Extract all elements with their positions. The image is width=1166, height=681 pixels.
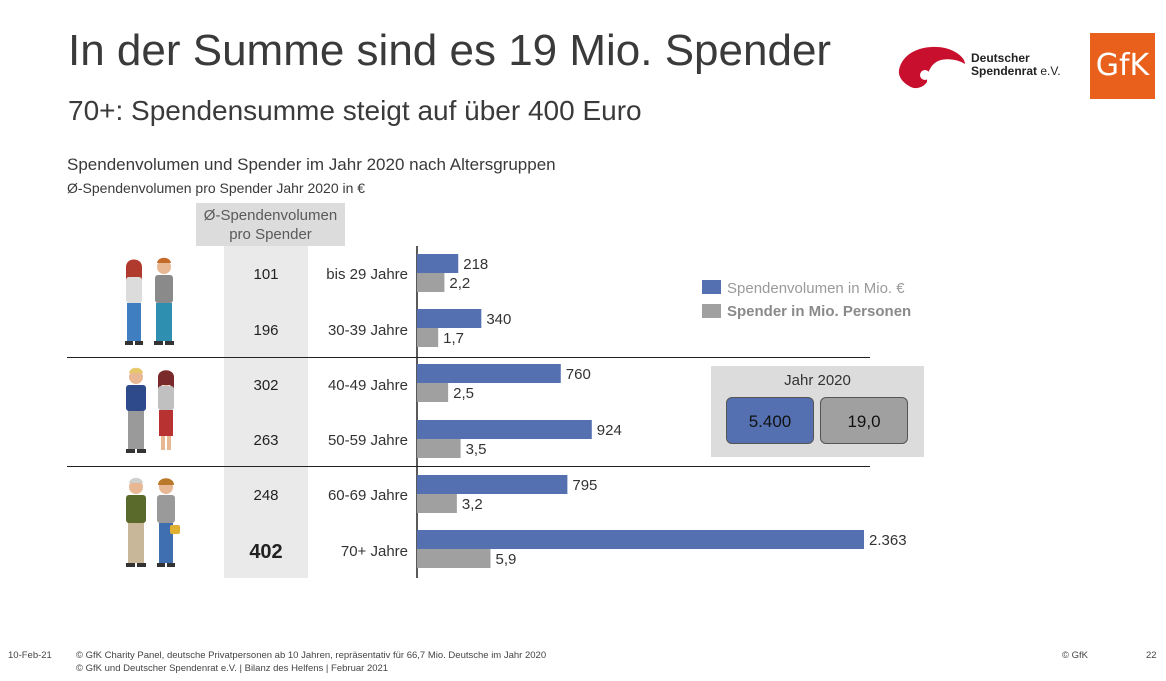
- spendenrat-line2: Spendenrat: [971, 64, 1038, 78]
- bar-label-donors: 3,5: [466, 441, 487, 458]
- bar-donors: [417, 383, 449, 402]
- bar-volume: [417, 420, 592, 439]
- bar-donors: [417, 273, 445, 292]
- footer-page-number: 22: [1146, 650, 1157, 661]
- bar-volume: [417, 309, 482, 328]
- legend-swatch-donors: [702, 304, 721, 318]
- footer-source-line1: © GfK Charity Panel, deutsche Privatpers…: [76, 650, 547, 661]
- legend-label-donors: Spender in Mio. Personen: [727, 303, 912, 320]
- bar-volume: [417, 364, 561, 383]
- bar-label-volume: 924: [597, 422, 622, 439]
- spendenrat-wordmark: Deutscher Spendenrat e.V.: [971, 52, 1061, 78]
- bar-label-volume: 218: [463, 256, 488, 273]
- bar-donors: [417, 328, 439, 347]
- gfk-logo: GfK: [1090, 33, 1155, 99]
- spendenrat-logo: [898, 46, 965, 89]
- avg-value: 101: [253, 266, 279, 283]
- avg-value: 196: [253, 322, 279, 339]
- kpi-volume: 5.400: [726, 397, 814, 444]
- legend-label-volume: Spendenvolumen in Mio. €: [727, 280, 905, 297]
- spendenrat-suffix: e.V.: [1040, 64, 1061, 78]
- bar-label-donors: 2,2: [449, 275, 470, 292]
- bar-label-volume: 2.363: [869, 532, 907, 549]
- category-label: bis 29 Jahre: [326, 266, 408, 283]
- category-label: 40-49 Jahre: [327, 377, 408, 394]
- bar-label-donors: 5,9: [496, 551, 517, 568]
- bar-donors: [417, 549, 491, 568]
- young-couple-icon: [125, 257, 174, 345]
- bar-label-donors: 2,5: [453, 385, 474, 402]
- group-separator: [67, 466, 870, 467]
- legend-swatch-volume: [702, 280, 721, 294]
- category-label: 30-39 Jahre: [327, 322, 408, 339]
- senior-couple-icon: [126, 477, 180, 567]
- bar-donors: [417, 494, 457, 513]
- bar-label-donors: 3,2: [462, 496, 483, 513]
- bar-volume: [417, 475, 568, 494]
- bar-volume: [417, 254, 459, 273]
- footer-source-line2: © GfK und Deutscher Spendenrat e.V. | Bi…: [76, 663, 389, 674]
- bar-donors: [417, 439, 461, 458]
- avg-column-background: [224, 246, 308, 578]
- bar-label-volume: 340: [486, 311, 511, 328]
- page-title: In der Summe sind es 19 Mio. Spender: [68, 26, 832, 75]
- chart-subtitle: Ø-Spendenvolumen pro Spender Jahr 2020 i…: [67, 180, 366, 196]
- bar-volume: [417, 530, 864, 549]
- middle-aged-couple-icon: [126, 367, 174, 453]
- avg-value: 263: [253, 432, 279, 449]
- bar-label-donors: 1,7: [443, 330, 464, 347]
- avg-value: 248: [253, 487, 279, 504]
- avg-value: 302: [253, 377, 279, 394]
- category-label: 50-59 Jahre: [327, 432, 408, 449]
- bar-label-volume: 760: [566, 366, 591, 383]
- page-subtitle: 70+: Spendensumme steigt auf über 400 Eu…: [68, 95, 642, 126]
- group-separator: [67, 357, 870, 358]
- kpi-title: Jahr 2020: [784, 372, 851, 389]
- avg-value-highlight: 402: [249, 541, 283, 563]
- footer-date: 10-Feb-21: [8, 650, 52, 661]
- kpi-donors: 19,0: [820, 397, 908, 444]
- footer-copyright: © GfK: [1062, 650, 1089, 661]
- category-label: 60-69 Jahre: [327, 487, 408, 504]
- spendenrat-line1: Deutscher: [971, 51, 1030, 65]
- category-label: 70+ Jahre: [340, 543, 408, 560]
- chart-title: Spendenvolumen und Spender im Jahr 2020 …: [67, 155, 556, 174]
- bar-label-volume: 795: [572, 477, 597, 494]
- avg-column-header: Ø-Spendenvolumen pro Spender: [196, 203, 345, 246]
